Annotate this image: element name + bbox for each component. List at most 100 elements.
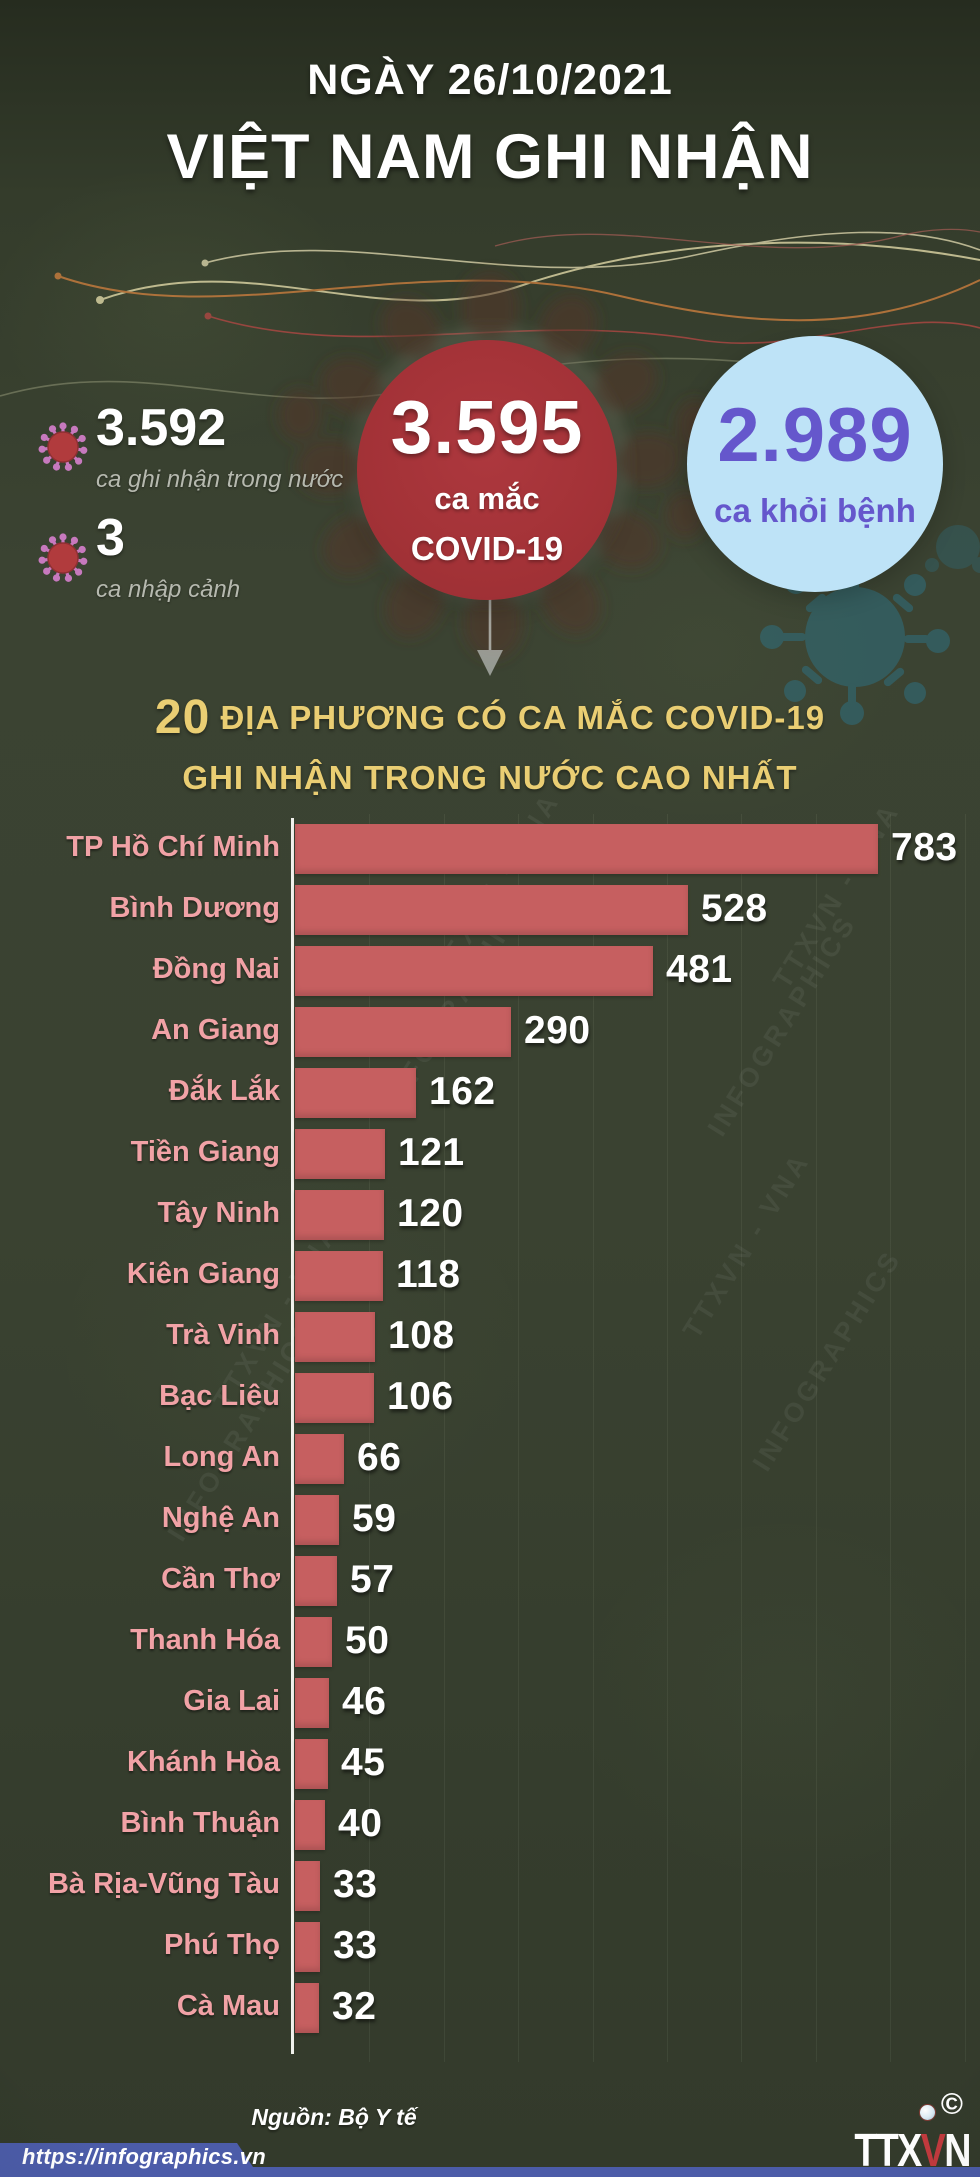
chart-section-title: 20 ĐỊA PHƯƠNG CÓ CA MẮC COVID-19 GHI NHẬ… [0, 690, 980, 797]
infographics-url[interactable]: https://infographics.vn [22, 2144, 267, 2169]
globe-icon [920, 2105, 935, 2120]
gridline [816, 814, 817, 2062]
bar [295, 1678, 329, 1728]
bar-label: Tiền Giang [130, 1136, 280, 1168]
bar-value: 783 [891, 826, 958, 869]
total-cases-value: 3.595 [390, 385, 584, 469]
bar-label: Long An [163, 1441, 281, 1473]
date-title: NGÀY 26/10/2021 [307, 56, 673, 104]
bar-value: 50 [345, 1619, 390, 1662]
bar [295, 1800, 325, 1850]
section-title-line1: ĐỊA PHƯƠNG CÓ CA MẮC COVID-19 [210, 699, 826, 736]
bar-label: Cà Mau [176, 1990, 280, 2022]
bar [295, 1983, 319, 2033]
bar [295, 1434, 344, 1484]
bar-label: Trà Vinh [166, 1319, 280, 1351]
bar-value: 121 [398, 1131, 465, 1174]
logo-n: N [944, 2124, 971, 2176]
bar [295, 1129, 385, 1179]
virus-doodle [760, 525, 980, 725]
watermark-text: INFOGRAPHICS [701, 909, 863, 1142]
bar-label: Gia Lai [183, 1685, 280, 1717]
source-credit: Nguồn: Bộ Y tế [251, 2104, 417, 2130]
watermark-text: TTXVN - VNA [677, 1146, 816, 1344]
gridline [890, 814, 891, 2062]
chart-axis [291, 818, 294, 2054]
bar [295, 1556, 337, 1606]
bar-value: 108 [388, 1314, 455, 1357]
logo-ttx: TTX [854, 2124, 923, 2176]
gridline [444, 814, 445, 2062]
bar-label: Bà Rịa-Vũng Tàu [47, 1868, 280, 1900]
bar-label: Nghệ An [161, 1502, 280, 1534]
total-cases-circle: 3.595 ca mắc COVID-19 [357, 340, 617, 600]
gridline [593, 814, 594, 2062]
gridline [965, 814, 966, 2062]
bar-label: TP Hồ Chí Minh [66, 831, 280, 863]
bar-value: 118 [396, 1253, 461, 1296]
bar [295, 1861, 320, 1911]
ttxvn-logo: ©TTXVN Vietnam News Agency [820, 2088, 972, 2177]
bar-label: Đắk Lắk [168, 1075, 280, 1107]
gridline [518, 814, 519, 2062]
recovered-cases-circle: 2.989 ca khỏi bệnh [687, 336, 943, 592]
imported-cases-label: ca nhập cảnh [96, 576, 241, 603]
bar [295, 1922, 320, 1972]
bar-label: Cần Thơ [161, 1563, 280, 1595]
bar-value: 481 [666, 948, 733, 991]
imported-cases-stat: 3 ca nhập cảnh [96, 512, 240, 604]
total-cases-label-1: ca mắc [434, 481, 540, 516]
bar [295, 946, 653, 996]
bar-value: 59 [352, 1497, 397, 1540]
virus-icon [38, 422, 88, 472]
bar-label: Bạc Liêu [159, 1380, 280, 1412]
bar-value: 290 [524, 1009, 591, 1052]
domestic-cases-value: 3.592 [96, 399, 227, 457]
domestic-cases-label: ca ghi nhận trong nước [96, 466, 344, 493]
virus-icon [38, 533, 88, 583]
bar [295, 1617, 332, 1667]
bar-label: Bình Dương [109, 892, 280, 924]
arrow-down-icon [477, 596, 503, 676]
bar [295, 885, 688, 935]
bar-value: 57 [350, 1558, 395, 1601]
bar-value: 33 [333, 1924, 378, 1967]
gridline [741, 814, 742, 2062]
section-title-line2: GHI NHẬN TRONG NƯỚC CAO NHẤT [182, 759, 798, 796]
bar [295, 1190, 384, 1240]
recovered-cases-value: 2.989 [717, 393, 913, 478]
copyright-icon: © [940, 2088, 963, 2121]
bar-value: 528 [701, 887, 768, 930]
bar [295, 1495, 339, 1545]
page-title: VIỆT NAM GHI NHẬN [166, 122, 814, 192]
bar-value: 32 [332, 1985, 377, 2028]
bar [295, 1068, 416, 1118]
bar-label: Phú Thọ [164, 1929, 280, 1961]
bar [295, 1251, 383, 1301]
bar-value: 162 [429, 1070, 496, 1113]
imported-cases-value: 3 [96, 509, 125, 567]
province-count: 20 [154, 691, 211, 744]
bar-value: 66 [357, 1436, 402, 1479]
logo-v: V [920, 2124, 946, 2176]
domestic-cases-stat: 3.592 ca ghi nhận trong nước [96, 402, 343, 494]
bar-value: 106 [387, 1375, 454, 1418]
bar-label: Thanh Hóa [130, 1624, 280, 1656]
recovered-cases-label: ca khỏi bệnh [714, 492, 916, 529]
bar-label: An Giang [151, 1014, 280, 1046]
bar [295, 824, 878, 874]
bar [295, 1739, 328, 1789]
bar-value: 33 [333, 1863, 378, 1906]
gridline [369, 814, 370, 2062]
bar [295, 1373, 374, 1423]
bar-value: 120 [397, 1192, 464, 1235]
bar-label: Khánh Hòa [126, 1746, 280, 1778]
bar [295, 1312, 375, 1362]
bar-value: 45 [341, 1741, 386, 1784]
bar-label: Bình Thuận [120, 1807, 280, 1839]
bar-value: 46 [342, 1680, 387, 1723]
watermark-text: INFOGRAPHICS [746, 1244, 908, 1477]
bar-label: Đồng Nai [152, 953, 280, 985]
gridline [667, 814, 668, 2062]
